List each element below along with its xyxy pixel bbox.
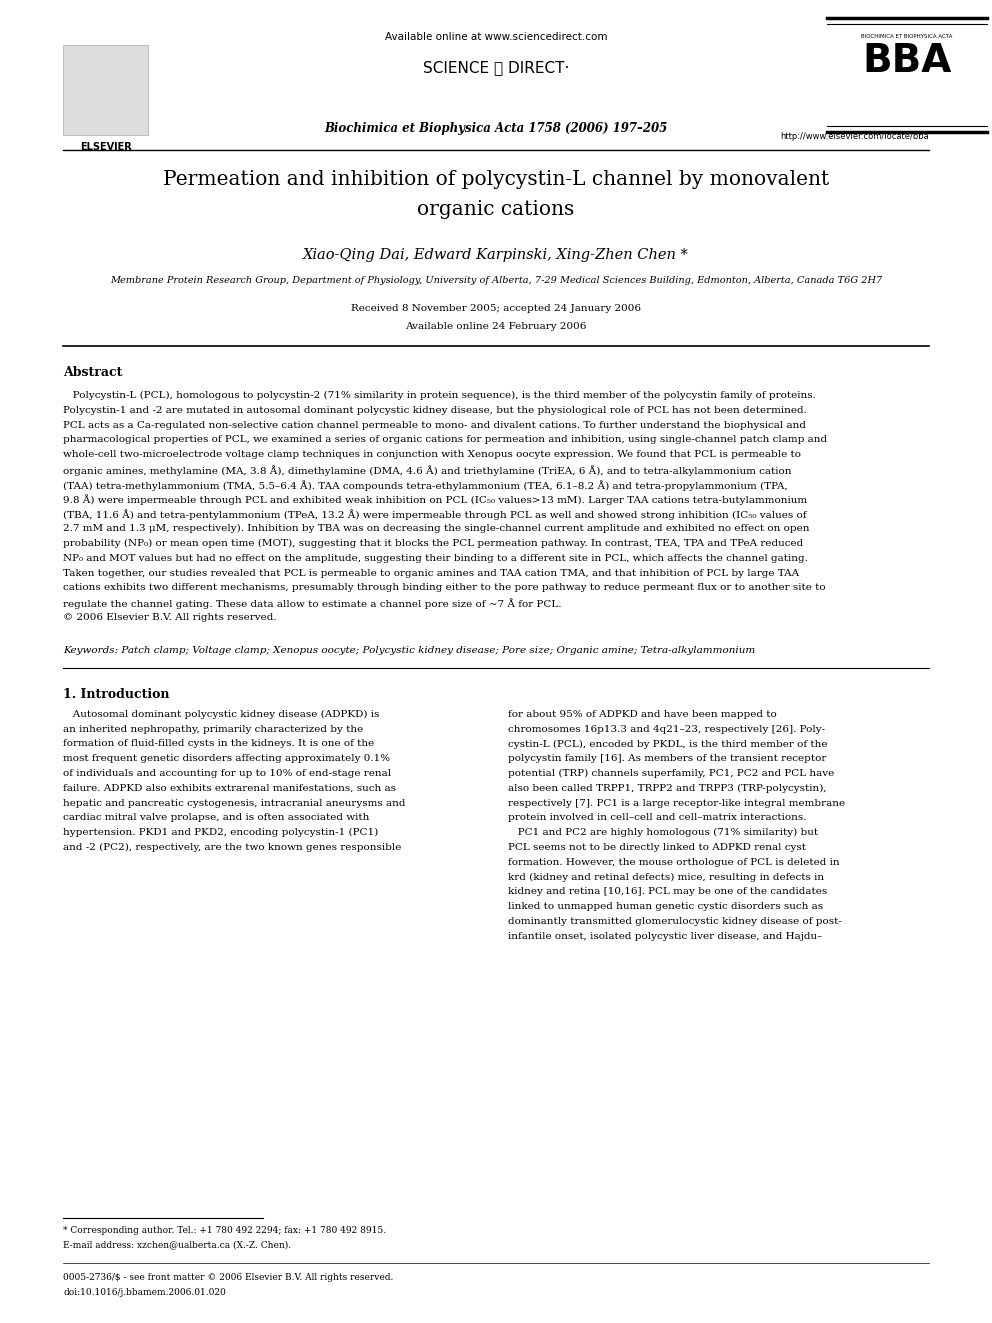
Text: pharmacological properties of PCL, we examined a series of organic cations for p: pharmacological properties of PCL, we ex…	[63, 435, 827, 445]
Text: 9.8 Å) were impermeable through PCL and exhibited weak inhibition on PCL (IC₅₀ v: 9.8 Å) were impermeable through PCL and …	[63, 495, 807, 505]
Text: of individuals and accounting for up to 10% of end-stage renal: of individuals and accounting for up to …	[63, 769, 391, 778]
Text: Abstract: Abstract	[63, 366, 122, 378]
Text: © 2006 Elsevier B.V. All rights reserved.: © 2006 Elsevier B.V. All rights reserved…	[63, 613, 277, 622]
Text: SCIENCE ⓓ DIRECT·: SCIENCE ⓓ DIRECT·	[423, 60, 569, 75]
Text: ELSEVIER: ELSEVIER	[79, 142, 131, 152]
Text: Biochimica et Biophysica Acta 1758 (2006) 197–205: Biochimica et Biophysica Acta 1758 (2006…	[324, 122, 668, 135]
Text: Membrane Protein Research Group, Department of Physiology, University of Alberta: Membrane Protein Research Group, Departm…	[110, 277, 882, 284]
Text: (TAA) tetra-methylammonium (TMA, 5.5–6.4 Å). TAA compounds tetra-ethylammonium (: (TAA) tetra-methylammonium (TMA, 5.5–6.4…	[63, 480, 788, 491]
Text: * Corresponding author. Tel.: +1 780 492 2294; fax: +1 780 492 8915.: * Corresponding author. Tel.: +1 780 492…	[63, 1226, 386, 1234]
Text: formation. However, the mouse orthologue of PCL is deleted in: formation. However, the mouse orthologue…	[509, 857, 840, 867]
Text: kidney and retina [10,16]. PCL may be one of the candidates: kidney and retina [10,16]. PCL may be on…	[509, 888, 827, 897]
Text: NP₀ and MOT values but had no effect on the amplitude, suggesting their binding : NP₀ and MOT values but had no effect on …	[63, 554, 807, 562]
Text: E-mail address: xzchen@ualberta.ca (X.-Z. Chen).: E-mail address: xzchen@ualberta.ca (X.-Z…	[63, 1240, 291, 1249]
Text: cations exhibits two different mechanisms, presumably through binding either to : cations exhibits two different mechanism…	[63, 583, 825, 593]
Text: PCL acts as a Ca-regulated non-selective cation channel permeable to mono- and d: PCL acts as a Ca-regulated non-selective…	[63, 421, 806, 430]
Text: an inherited nephropathy, primarily characterized by the: an inherited nephropathy, primarily char…	[63, 725, 363, 733]
Text: most frequent genetic disorders affecting approximately 0.1%: most frequent genetic disorders affectin…	[63, 754, 390, 763]
Text: protein involved in cell–cell and cell–matrix interactions.: protein involved in cell–cell and cell–m…	[509, 814, 807, 823]
Text: respectively [7]. PC1 is a large receptor-like integral membrane: respectively [7]. PC1 is a large recepto…	[509, 799, 845, 807]
Text: regulate the channel gating. These data allow to estimate a channel pore size of: regulate the channel gating. These data …	[63, 598, 561, 609]
Text: Taken together, our studies revealed that PCL is permeable to organic amines and: Taken together, our studies revealed tha…	[63, 569, 800, 578]
Text: 2.7 mM and 1.3 μM, respectively). Inhibition by TBA was on decreasing the single: 2.7 mM and 1.3 μM, respectively). Inhibi…	[63, 524, 809, 533]
Text: BBA: BBA	[862, 42, 951, 79]
Text: polycystin family [16]. As members of the transient receptor: polycystin family [16]. As members of th…	[509, 754, 827, 763]
Text: 0005-2736/$ - see front matter © 2006 Elsevier B.V. All rights reserved.: 0005-2736/$ - see front matter © 2006 El…	[63, 1273, 394, 1282]
Text: hypertension. PKD1 and PKD2, encoding polycystin-1 (PC1): hypertension. PKD1 and PKD2, encoding po…	[63, 828, 378, 837]
Text: linked to unmapped human genetic cystic disorders such as: linked to unmapped human genetic cystic …	[509, 902, 823, 912]
Text: Available online at www.sciencedirect.com: Available online at www.sciencedirect.co…	[385, 32, 607, 42]
Text: failure. ADPKD also exhibits extrarenal manifestations, such as: failure. ADPKD also exhibits extrarenal …	[63, 783, 396, 792]
Text: and -2 (PC2), respectively, are the two known genes responsible: and -2 (PC2), respectively, are the two …	[63, 843, 402, 852]
Text: infantile onset, isolated polycystic liver disease, and Hajdu–: infantile onset, isolated polycystic liv…	[509, 931, 823, 941]
Text: krd (kidney and retinal defects) mice, resulting in defects in: krd (kidney and retinal defects) mice, r…	[509, 873, 824, 881]
Text: Xiao-Qing Dai, Edward Karpinski, Xing-Zhen Chen *: Xiao-Qing Dai, Edward Karpinski, Xing-Zh…	[304, 247, 688, 262]
Text: PC1 and PC2 are highly homologous (71% similarity) but: PC1 and PC2 are highly homologous (71% s…	[509, 828, 818, 837]
Bar	[63, 45, 148, 135]
Text: chromosomes 16p13.3 and 4q21–23, respectively [26]. Poly-: chromosomes 16p13.3 and 4q21–23, respect…	[509, 725, 825, 733]
Text: organic amines, methylamine (MA, 3.8 Å), dimethylamine (DMA, 4.6 Å) and triethyl: organic amines, methylamine (MA, 3.8 Å),…	[63, 464, 792, 476]
Text: for about 95% of ADPKD and have been mapped to: for about 95% of ADPKD and have been map…	[509, 710, 778, 718]
Text: formation of fluid-filled cysts in the kidneys. It is one of the: formation of fluid-filled cysts in the k…	[63, 740, 374, 749]
Text: BIOCHIMICA ET BIOPHYSICA ACTA: BIOCHIMICA ET BIOPHYSICA ACTA	[861, 34, 952, 38]
Text: doi:10.1016/j.bbamem.2006.01.020: doi:10.1016/j.bbamem.2006.01.020	[63, 1289, 226, 1297]
Text: organic cations: organic cations	[418, 200, 574, 220]
Text: cystin-L (PCL), encoded by PKDL, is the third member of the: cystin-L (PCL), encoded by PKDL, is the …	[509, 740, 828, 749]
Text: Polycystin-1 and -2 are mutated in autosomal dominant polycystic kidney disease,: Polycystin-1 and -2 are mutated in autos…	[63, 406, 806, 415]
Text: cardiac mitral valve prolapse, and is often associated with: cardiac mitral valve prolapse, and is of…	[63, 814, 369, 823]
Text: (TBA, 11.6 Å) and tetra-pentylammonium (TPeA, 13.2 Å) were impermeable through P: (TBA, 11.6 Å) and tetra-pentylammonium (…	[63, 509, 806, 520]
Text: probability (NP₀) or mean open time (MOT), suggesting that it blocks the PCL per: probability (NP₀) or mean open time (MOT…	[63, 538, 804, 548]
Text: Permeation and inhibition of polycystin-L channel by monovalent: Permeation and inhibition of polycystin-…	[163, 169, 829, 189]
Text: Polycystin-L (PCL), homologous to polycystin-2 (71% similarity in protein sequen: Polycystin-L (PCL), homologous to polycy…	[63, 392, 815, 400]
Text: Received 8 November 2005; accepted 24 January 2006: Received 8 November 2005; accepted 24 Ja…	[351, 304, 641, 314]
Text: Keywords: Patch clamp; Voltage clamp; Xenopus oocyte; Polycystic kidney disease;: Keywords: Patch clamp; Voltage clamp; Xe…	[63, 646, 755, 655]
Text: Autosomal dominant polycystic kidney disease (ADPKD) is: Autosomal dominant polycystic kidney dis…	[63, 710, 379, 718]
Text: dominantly transmitted glomerulocystic kidney disease of post-: dominantly transmitted glomerulocystic k…	[509, 917, 842, 926]
Text: whole-cell two-microelectrode voltage clamp techniques in conjunction with Xenop: whole-cell two-microelectrode voltage cl…	[63, 450, 801, 459]
Text: potential (TRP) channels superfamily, PC1, PC2 and PCL have: potential (TRP) channels superfamily, PC…	[509, 769, 834, 778]
Text: 1. Introduction: 1. Introduction	[63, 688, 170, 701]
Text: PCL seems not to be directly linked to ADPKD renal cyst: PCL seems not to be directly linked to A…	[509, 843, 806, 852]
Text: hepatic and pancreatic cystogenesis, intracranial aneurysms and: hepatic and pancreatic cystogenesis, int…	[63, 799, 406, 807]
Text: Available online 24 February 2006: Available online 24 February 2006	[406, 321, 586, 331]
Text: also been called TRPP1, TRPP2 and TRPP3 (TRP-polycystin),: also been called TRPP1, TRPP2 and TRPP3 …	[509, 783, 827, 792]
Text: http://www.elsevier.com/locate/bba: http://www.elsevier.com/locate/bba	[781, 132, 929, 142]
